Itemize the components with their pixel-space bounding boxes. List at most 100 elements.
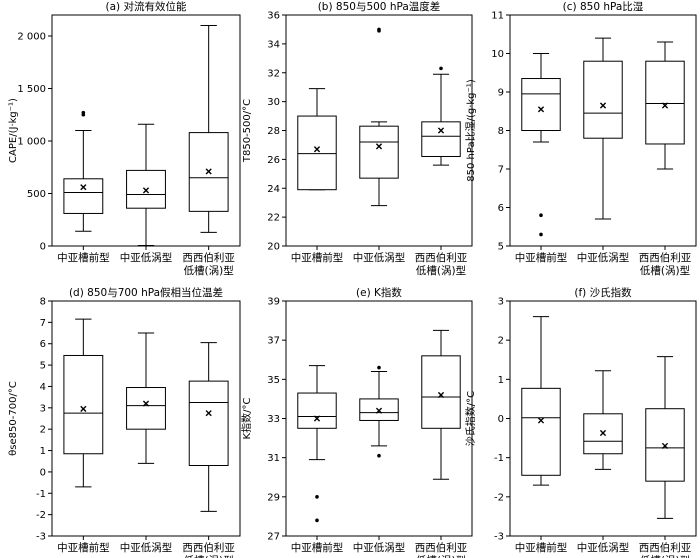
box-3 xyxy=(645,356,685,519)
y-tick-label: 33 xyxy=(267,414,280,425)
category-label: 中亚低涡型 xyxy=(120,541,173,554)
outlier-point xyxy=(439,66,443,71)
panel-a: (a) 对流有效位能 0 500 1 000 1 500 2 000 CAPE/(J·kg⁻… xyxy=(8,0,241,277)
y-tick-label: -3 xyxy=(36,532,46,543)
y-tick-label: 37 xyxy=(267,336,280,347)
outlier-point xyxy=(81,110,86,115)
y-tick-label: 2 xyxy=(40,425,46,436)
y-tick-label: 27 xyxy=(267,532,280,543)
box-3 xyxy=(421,66,461,166)
outlier-point xyxy=(377,453,381,458)
panel-title: (f) 沙氏指数 xyxy=(574,286,632,299)
y-tick-label: 6 xyxy=(40,339,46,350)
mean-marker xyxy=(599,429,607,437)
category-label: 中亚低涡型 xyxy=(577,541,630,554)
mean-marker xyxy=(375,407,383,414)
box-iqr xyxy=(188,380,229,467)
y-tick-label: 5 xyxy=(498,242,504,253)
panel-title: (e) K指数 xyxy=(356,286,402,299)
category-label: 中亚槽前型 xyxy=(291,541,344,554)
category-label: 低槽(涡)型 xyxy=(184,264,234,277)
y-tick-label: 34 xyxy=(267,39,280,50)
box-1 xyxy=(297,88,337,191)
mean-marker xyxy=(375,143,383,150)
box-3 xyxy=(188,25,229,233)
outlier-point xyxy=(315,495,319,499)
box-iqr xyxy=(645,408,685,482)
y-tick-label: 8 xyxy=(498,126,504,137)
mean-marker-stroke xyxy=(537,417,545,424)
mean-marker-stroke xyxy=(599,102,607,109)
category-label: 西西伯利亚 xyxy=(182,541,235,554)
category-label: 中亚低涡型 xyxy=(353,541,406,554)
box-3 xyxy=(188,342,229,512)
panel-e: (e) K指数 27 29 31 33 35 37 39 K指数/°C 中亚槽前型 中亚低涡型 西西伯… xyxy=(240,286,473,558)
category-label: 中亚槽前型 xyxy=(57,541,110,554)
box-iqr xyxy=(521,78,561,131)
mean-marker-stroke xyxy=(537,106,545,113)
y-tick-label: -1 xyxy=(36,489,46,500)
y-tick-label: 0 xyxy=(40,242,46,253)
box-iqr xyxy=(359,125,399,179)
mean-marker-stroke xyxy=(661,102,669,109)
box-iqr xyxy=(63,354,104,455)
y-tick-label: 26 xyxy=(267,155,280,166)
box-iqr xyxy=(421,355,461,429)
mean-marker-stroke xyxy=(375,407,383,414)
mean-marker xyxy=(205,410,212,417)
box-3 xyxy=(421,329,461,480)
mean-marker xyxy=(80,184,87,191)
y-tick-label: -3 xyxy=(494,532,504,543)
panel-d: (d) 850与700 hPa假相当位温差 -3 -2 -1 0 1 2 3 4 5 6 7 8 θse8… xyxy=(8,286,241,558)
box-3 xyxy=(645,41,685,170)
box-iqr xyxy=(126,169,166,209)
y-tick-label: 4 xyxy=(40,382,46,393)
y-tick-label: -2 xyxy=(494,492,504,503)
y-tick-label: 1 000 xyxy=(17,137,46,148)
y-tick-label: 6 xyxy=(498,203,504,214)
category-label: 中亚槽前型 xyxy=(57,251,110,264)
y-tick-label: 9 xyxy=(498,88,504,99)
box-iqr xyxy=(297,115,337,191)
box-iqr xyxy=(645,60,685,145)
panel-b: (b) 850与500 hPa温度差 20 22 24 26 28 30 32 34 36 T850… xyxy=(242,0,473,277)
box-1 xyxy=(63,318,104,488)
category-label: 中亚低涡型 xyxy=(120,251,173,264)
category-label: 西西伯利亚 xyxy=(415,541,468,554)
y-tick-label: 39 xyxy=(267,297,280,308)
box-1 xyxy=(521,316,561,486)
panel-f: (f) 沙氏指数 -3 -2 -1 0 1 2 3 沙氏指数/°C 中亚槽前型 中亚低涡型 西西伯利亚… xyxy=(464,286,697,558)
box-2 xyxy=(359,365,399,458)
mean-marker xyxy=(80,405,87,412)
box-iqr xyxy=(421,121,461,157)
category-label: 低槽(涡)型 xyxy=(416,264,466,277)
y-tick-label: 11 xyxy=(491,11,504,22)
mean-marker xyxy=(661,442,669,450)
y-tick-label: 500 xyxy=(27,189,46,200)
y-tick-label: 36 xyxy=(267,11,280,22)
mean-marker-stroke xyxy=(313,415,321,422)
mean-marker xyxy=(142,187,150,194)
outlier-point xyxy=(315,518,319,523)
mean-marker-stroke xyxy=(205,168,212,175)
mean-marker-stroke xyxy=(437,127,445,134)
y-tick-label: 3 xyxy=(40,403,46,414)
box-2 xyxy=(359,27,399,207)
mean-marker-stroke xyxy=(142,400,150,407)
panel-title: (c) 850 hPa比湿 xyxy=(563,0,644,13)
outlier-point xyxy=(377,365,381,370)
y-tick-label: 32 xyxy=(267,68,280,79)
box-iqr xyxy=(583,60,623,139)
mean-marker-stroke xyxy=(313,146,321,153)
box-2 xyxy=(126,332,166,464)
category-label: 西西伯利亚 xyxy=(182,251,235,264)
y-axis-label: 沙氏指数/°C xyxy=(464,391,477,446)
y-tick-label: 1 xyxy=(498,375,504,386)
y-tick-label: -1 xyxy=(494,453,504,464)
y-tick-label: 29 xyxy=(267,492,280,503)
category-label: 中亚槽前型 xyxy=(515,251,568,264)
y-tick-label: 0 xyxy=(498,414,504,425)
outlier-point xyxy=(539,213,543,217)
mean-marker-stroke xyxy=(142,187,150,194)
